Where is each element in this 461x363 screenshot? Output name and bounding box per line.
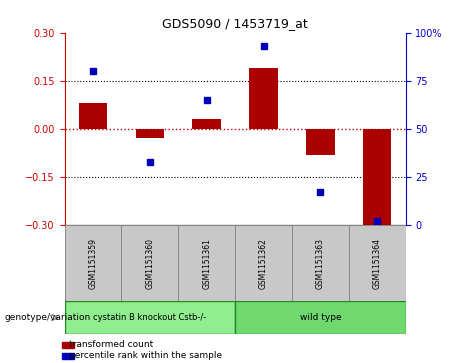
Text: genotype/variation: genotype/variation [5,313,91,322]
Text: GSM1151359: GSM1151359 [89,238,97,289]
Bar [136,129,164,138]
Text: GSM1151364: GSM1151364 [373,238,382,289]
Title: GDS5090 / 1453719_at: GDS5090 / 1453719_at [162,17,308,30]
Bar [292,225,349,301]
Bar [62,353,74,359]
Bar [178,225,235,301]
Bar [65,301,235,334]
Bar [193,119,221,129]
Bar [249,68,278,129]
Bar [62,342,74,348]
Bar [121,225,178,301]
Text: GSM1151361: GSM1151361 [202,238,211,289]
Bar [65,225,121,301]
Bar [235,301,406,334]
Bar [306,129,335,155]
Text: percentile rank within the sample: percentile rank within the sample [69,351,222,360]
Text: transformed count: transformed count [69,340,154,349]
Bar [363,129,391,225]
Text: GSM1151363: GSM1151363 [316,238,325,289]
Bar [349,225,406,301]
Text: cystatin B knockout Cstb-/-: cystatin B knockout Cstb-/- [93,313,207,322]
Text: GSM1151362: GSM1151362 [259,238,268,289]
Text: GSM1151360: GSM1151360 [145,238,154,289]
Text: wild type: wild type [300,313,341,322]
Bar [235,225,292,301]
Bar [79,103,107,129]
